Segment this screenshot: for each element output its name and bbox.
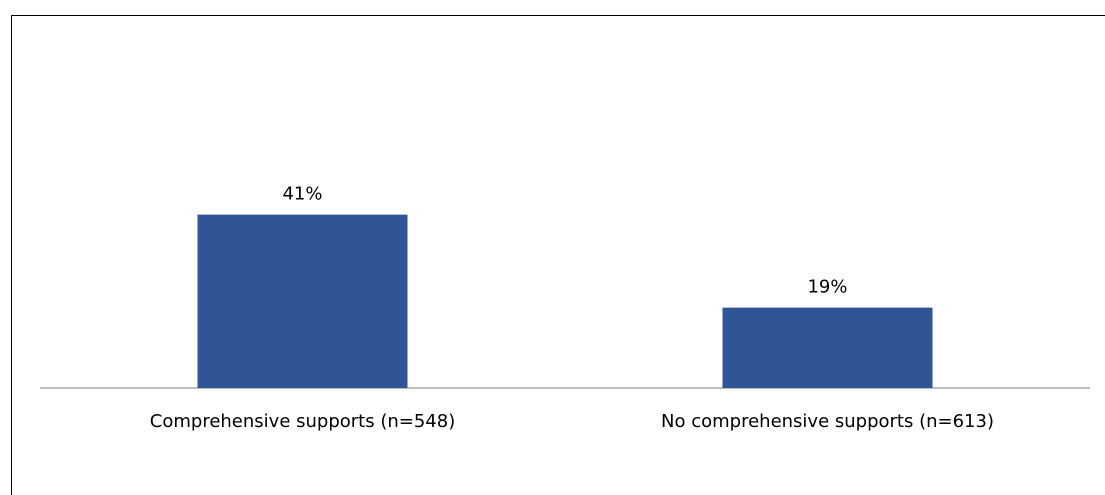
chart-frame (11, 15, 1105, 495)
data-label-0: 41% (282, 184, 322, 205)
category-label-0: Comprehensive supports (n=548) (150, 411, 455, 432)
category-label-1: No comprehensive supports (n=613) (661, 411, 994, 432)
data-label-1: 19% (807, 277, 847, 298)
value-labels-group: 41% 19% (282, 184, 847, 298)
bar-0 (197, 214, 408, 388)
bar-chart: 41% 19% Comprehensive supports (n=548) No … (40, 184, 1090, 432)
tick-labels-group: Comprehensive supports (n=548) No compreh… (150, 411, 994, 432)
bars-group (197, 214, 933, 388)
bar-1 (722, 307, 933, 388)
